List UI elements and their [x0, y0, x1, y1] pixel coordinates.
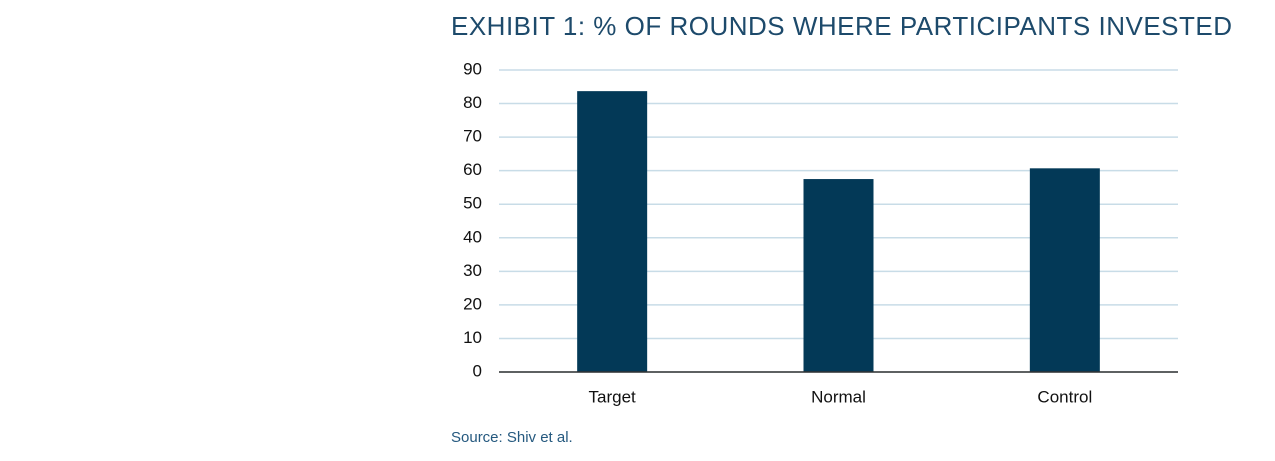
- x-tick-label: Target: [589, 387, 637, 406]
- y-tick-label: 90: [463, 59, 482, 78]
- y-tick-label: 0: [473, 361, 482, 380]
- bar: [577, 91, 648, 372]
- y-tick-label: 10: [463, 328, 482, 347]
- source-note: Source: Shiv et al.: [451, 429, 573, 446]
- y-tick-label: 40: [463, 227, 482, 246]
- y-tick-label: 50: [463, 194, 482, 213]
- y-tick-label: 30: [463, 261, 482, 280]
- y-tick-label: 80: [463, 93, 482, 112]
- chart-title: EXHIBIT 1: % OF ROUNDS WHERE PARTICIPANT…: [451, 11, 1233, 41]
- bar: [803, 179, 874, 372]
- bar: [1029, 168, 1100, 372]
- y-tick-label: 70: [463, 127, 482, 146]
- y-tick-label: 60: [463, 160, 482, 179]
- x-tick-label: Control: [1037, 387, 1092, 406]
- x-tick-label: Normal: [811, 387, 866, 406]
- y-tick-label: 20: [463, 294, 482, 313]
